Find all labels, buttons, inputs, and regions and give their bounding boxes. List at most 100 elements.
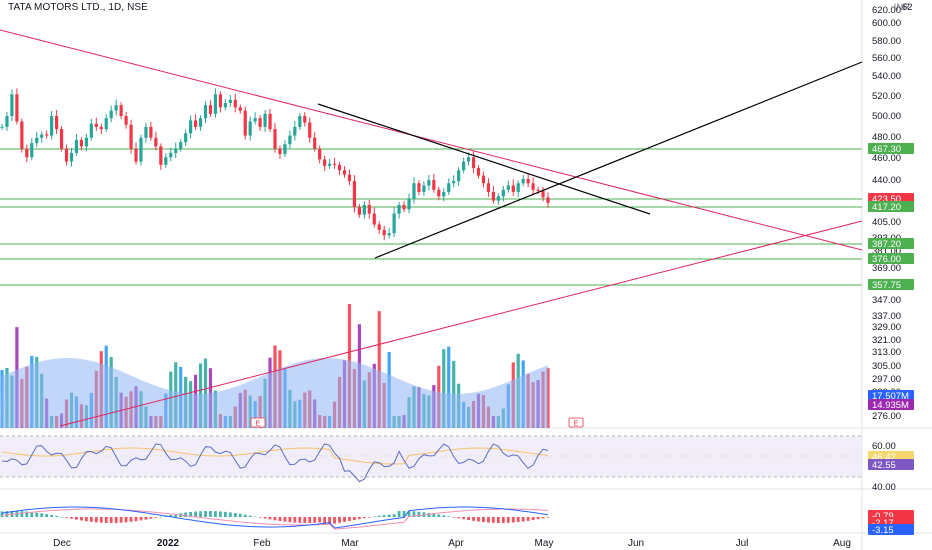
y-tick-16: 347.00 xyxy=(872,295,901,306)
candle-body-5 xyxy=(25,148,29,158)
candle-body-18 xyxy=(89,123,93,138)
candle-body-66 xyxy=(328,163,332,166)
macd-hist-55 xyxy=(273,517,277,521)
trendline-support xyxy=(59,220,863,427)
candle-body-89 xyxy=(442,191,446,197)
candle-body-17 xyxy=(84,137,88,147)
candle-body-29 xyxy=(144,126,148,138)
candle-body-34 xyxy=(169,152,173,158)
candle-body-80 xyxy=(397,204,401,214)
volume-tag-1: 14.935M xyxy=(872,400,909,411)
candle-body-31 xyxy=(154,137,158,147)
macd-hist-73 xyxy=(362,517,366,519)
candle-body-20 xyxy=(99,126,103,130)
macd-hist-31 xyxy=(154,517,158,518)
candle-body-73 xyxy=(362,204,366,215)
candle-body-79 xyxy=(392,213,396,234)
rsi-tag-1: 42.55 xyxy=(872,460,896,471)
macd-hist-86 xyxy=(427,512,431,517)
level-tag-3-bg xyxy=(868,238,914,249)
y-tick-11: 405.00 xyxy=(872,217,901,228)
candle-body-13 xyxy=(64,148,69,162)
x-tick-1: 2022 xyxy=(157,538,180,549)
y-tick-25: 276.00 xyxy=(872,411,901,422)
y-tick-22: 297.00 xyxy=(872,374,901,385)
candle-body-19 xyxy=(94,123,98,127)
macd-hist-75 xyxy=(372,516,376,518)
candle-body-28 xyxy=(139,137,143,162)
x-tick-2: Feb xyxy=(253,538,271,549)
candle-body-76 xyxy=(377,224,381,230)
macd-hist-104 xyxy=(516,517,520,523)
candle-body-27 xyxy=(134,148,138,162)
candle-body-22 xyxy=(109,110,113,119)
y-tick-3: 560.00 xyxy=(872,53,901,64)
candle-body-30 xyxy=(149,126,153,138)
candle-body-21 xyxy=(104,118,108,130)
macd-hist-80 xyxy=(397,511,401,517)
candle-body-99 xyxy=(491,191,495,201)
candle-body-11 xyxy=(55,116,59,130)
level-tag-5-bg xyxy=(868,279,914,290)
macd-hist-21 xyxy=(104,517,108,523)
macd-hist-16 xyxy=(80,517,83,521)
macd-hist-89 xyxy=(442,515,446,517)
candle-body-42 xyxy=(208,105,213,114)
macd-hist-63 xyxy=(313,517,317,523)
candle-body-74 xyxy=(367,204,371,214)
candle-body-58 xyxy=(288,135,292,145)
macd-hist-41 xyxy=(204,511,207,517)
candle-body-83 xyxy=(412,183,416,199)
volume-tag-0-bg xyxy=(868,390,914,401)
chart-title: TATA MOTORS LTD., 1D, NSE xyxy=(8,2,148,13)
macd-hist-28 xyxy=(139,517,143,521)
x-tick-0: Dec xyxy=(53,538,71,549)
candle-body-48 xyxy=(238,107,242,111)
candle-body-0 xyxy=(0,126,4,128)
macd-hist-82 xyxy=(407,511,411,517)
macd-hist-40 xyxy=(199,511,202,517)
macd-hist-44 xyxy=(219,511,222,517)
candle-body-88 xyxy=(437,189,441,197)
candle-body-75 xyxy=(372,213,376,225)
y-tick-13: 381.00 xyxy=(872,246,901,257)
macd-tag-0: -0.79 xyxy=(872,511,894,522)
candle-body-33 xyxy=(164,157,168,165)
macd-hist-94 xyxy=(467,517,470,521)
candle-body-101 xyxy=(501,189,505,197)
macd-hist-76 xyxy=(377,515,381,517)
candle-body-32 xyxy=(159,146,163,165)
level-tag-5: 357.75 xyxy=(872,280,901,291)
macd-hist-87 xyxy=(432,513,436,517)
rsi-tag-0: 46.42 xyxy=(872,452,896,463)
volume-tag-1-bg xyxy=(868,399,914,410)
earnings-marker-box-0 xyxy=(250,417,266,428)
macd-hist-93 xyxy=(462,517,466,520)
candle-body-36 xyxy=(179,142,183,149)
rsi-line xyxy=(1,443,549,483)
candle-body-94 xyxy=(466,157,471,162)
candle-body-39 xyxy=(193,120,198,127)
macd-line xyxy=(1,506,549,529)
macd-tag-1: -2.17 xyxy=(872,518,894,529)
y-tick-top-partial: 62 xyxy=(902,2,913,13)
candle-body-78 xyxy=(387,233,391,236)
candle-body-24 xyxy=(119,105,123,117)
macd-hist-10 xyxy=(50,514,54,517)
macd-hist-77 xyxy=(382,515,386,517)
candle-body-93 xyxy=(462,161,466,171)
candle-body-23 xyxy=(114,105,118,111)
candle-body-86 xyxy=(427,180,431,186)
level-tag-2: 417.20 xyxy=(872,202,901,213)
macd-hist-81 xyxy=(402,511,406,517)
x-tick-8: Aug xyxy=(833,538,851,549)
y-tick-21: 305.00 xyxy=(872,361,901,372)
volume-ma-area xyxy=(0,358,548,428)
macd-signal-line xyxy=(1,508,549,530)
candle-body-95 xyxy=(471,157,476,169)
macd-hist-34 xyxy=(169,514,173,517)
candle-body-68 xyxy=(337,164,342,171)
y-tick-2: 580.00 xyxy=(872,36,901,47)
macd-hist-1 xyxy=(5,511,9,517)
